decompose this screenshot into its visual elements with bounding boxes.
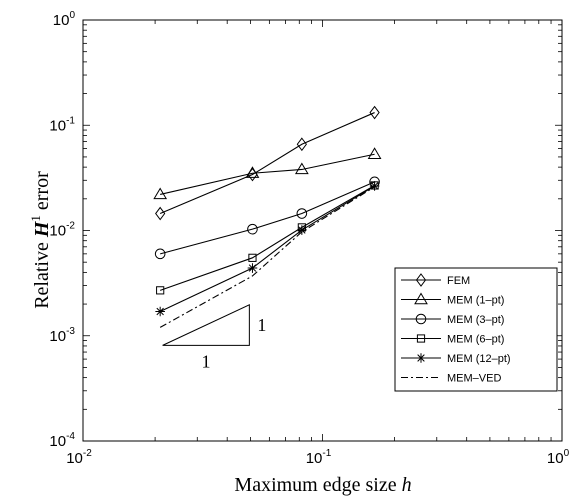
- series-4: [156, 181, 379, 295]
- legend-entry: MEM–VED: [401, 373, 501, 385]
- data-point: [247, 223, 258, 235]
- series-line: [159, 184, 375, 291]
- legend-box: [394, 267, 558, 392]
- data-point: [156, 286, 165, 295]
- slope-rise-label: 1: [257, 315, 266, 335]
- data-point: [247, 263, 258, 273]
- series-layer: [153, 105, 382, 328]
- series-2: [153, 147, 382, 200]
- y-axis-label-var: H: [31, 220, 53, 238]
- slope-triangle-shape: [162, 303, 250, 346]
- legend-marker: [415, 313, 427, 325]
- data-point: [297, 225, 307, 235]
- legend-entry: FEM: [401, 273, 470, 287]
- series-3: [154, 176, 380, 260]
- legend-label: FEM: [447, 275, 470, 287]
- series-line: [160, 181, 375, 255]
- legend-entry: MEM (3–pt): [401, 313, 504, 326]
- data-point: [296, 208, 308, 219]
- x-axis-label-var: h: [402, 474, 412, 496]
- legend-label: MEM (3–pt): [447, 314, 504, 326]
- y-tick-label: 10-4: [49, 431, 75, 450]
- data-point: [248, 253, 257, 262]
- data-point: [294, 162, 309, 175]
- data-point: [245, 166, 260, 178]
- data-point: [369, 105, 380, 120]
- slope-triangle: 11: [162, 303, 266, 371]
- y-tick-label: 10-2: [49, 221, 75, 240]
- legend-entry: MEM (6–pt): [401, 334, 504, 346]
- legend-marker: [415, 273, 427, 287]
- y-tick-label: 10-1: [49, 115, 75, 134]
- y-axis-label-tail: error: [31, 171, 53, 210]
- data-point: [155, 206, 166, 221]
- legend-entry: MEM (12–pt): [401, 353, 511, 365]
- legend-marker: [414, 292, 428, 305]
- legend-marker: [416, 353, 426, 363]
- axis-ticks: [82, 20, 562, 442]
- x-tick-label: 100: [547, 448, 570, 467]
- series-line: [159, 185, 375, 312]
- series-line: [159, 186, 375, 328]
- x-tick-label: 10-2: [66, 448, 92, 467]
- series-line: [159, 112, 375, 215]
- data-point: [155, 306, 165, 317]
- data-point: [153, 187, 168, 200]
- legend-label: MEM (1–pt): [447, 295, 504, 307]
- legend: FEM MEM (1–pt) MEM (3–pt) MEM (6–pt) MEM (12…: [394, 267, 558, 392]
- y-tick-label: 10-3: [49, 326, 75, 345]
- data-point: [369, 181, 380, 191]
- slope-run-label: 1: [201, 351, 210, 371]
- series-line: [160, 153, 375, 195]
- data-point: [154, 248, 166, 260]
- legend-label: MEM (12–pt): [447, 353, 511, 365]
- series-6: [159, 186, 375, 328]
- x-axis-label-text: Maximum edge size: [234, 474, 396, 496]
- y-axis-label: Relative H1 error: [23, 171, 53, 309]
- y-axis-label-sup: 1: [28, 215, 43, 222]
- x-tick-label: 10-1: [306, 448, 332, 467]
- data-point: [367, 147, 382, 159]
- legend-entry: MEM (1–pt): [401, 292, 504, 307]
- legend-label: MEM (6–pt): [447, 334, 504, 346]
- y-tick-label: 100: [53, 10, 76, 29]
- tick-labels: 10-2 10-1 100 10-4 10-3 10-2 10-1 100: [49, 10, 569, 467]
- x-axis-label: Maximum edge size h: [234, 474, 411, 496]
- legend-label: MEM–VED: [447, 373, 501, 385]
- data-point: [296, 137, 307, 152]
- series-5: [155, 181, 380, 317]
- legend-marker: [416, 334, 426, 343]
- y-axis-label-text: Relative: [31, 242, 53, 309]
